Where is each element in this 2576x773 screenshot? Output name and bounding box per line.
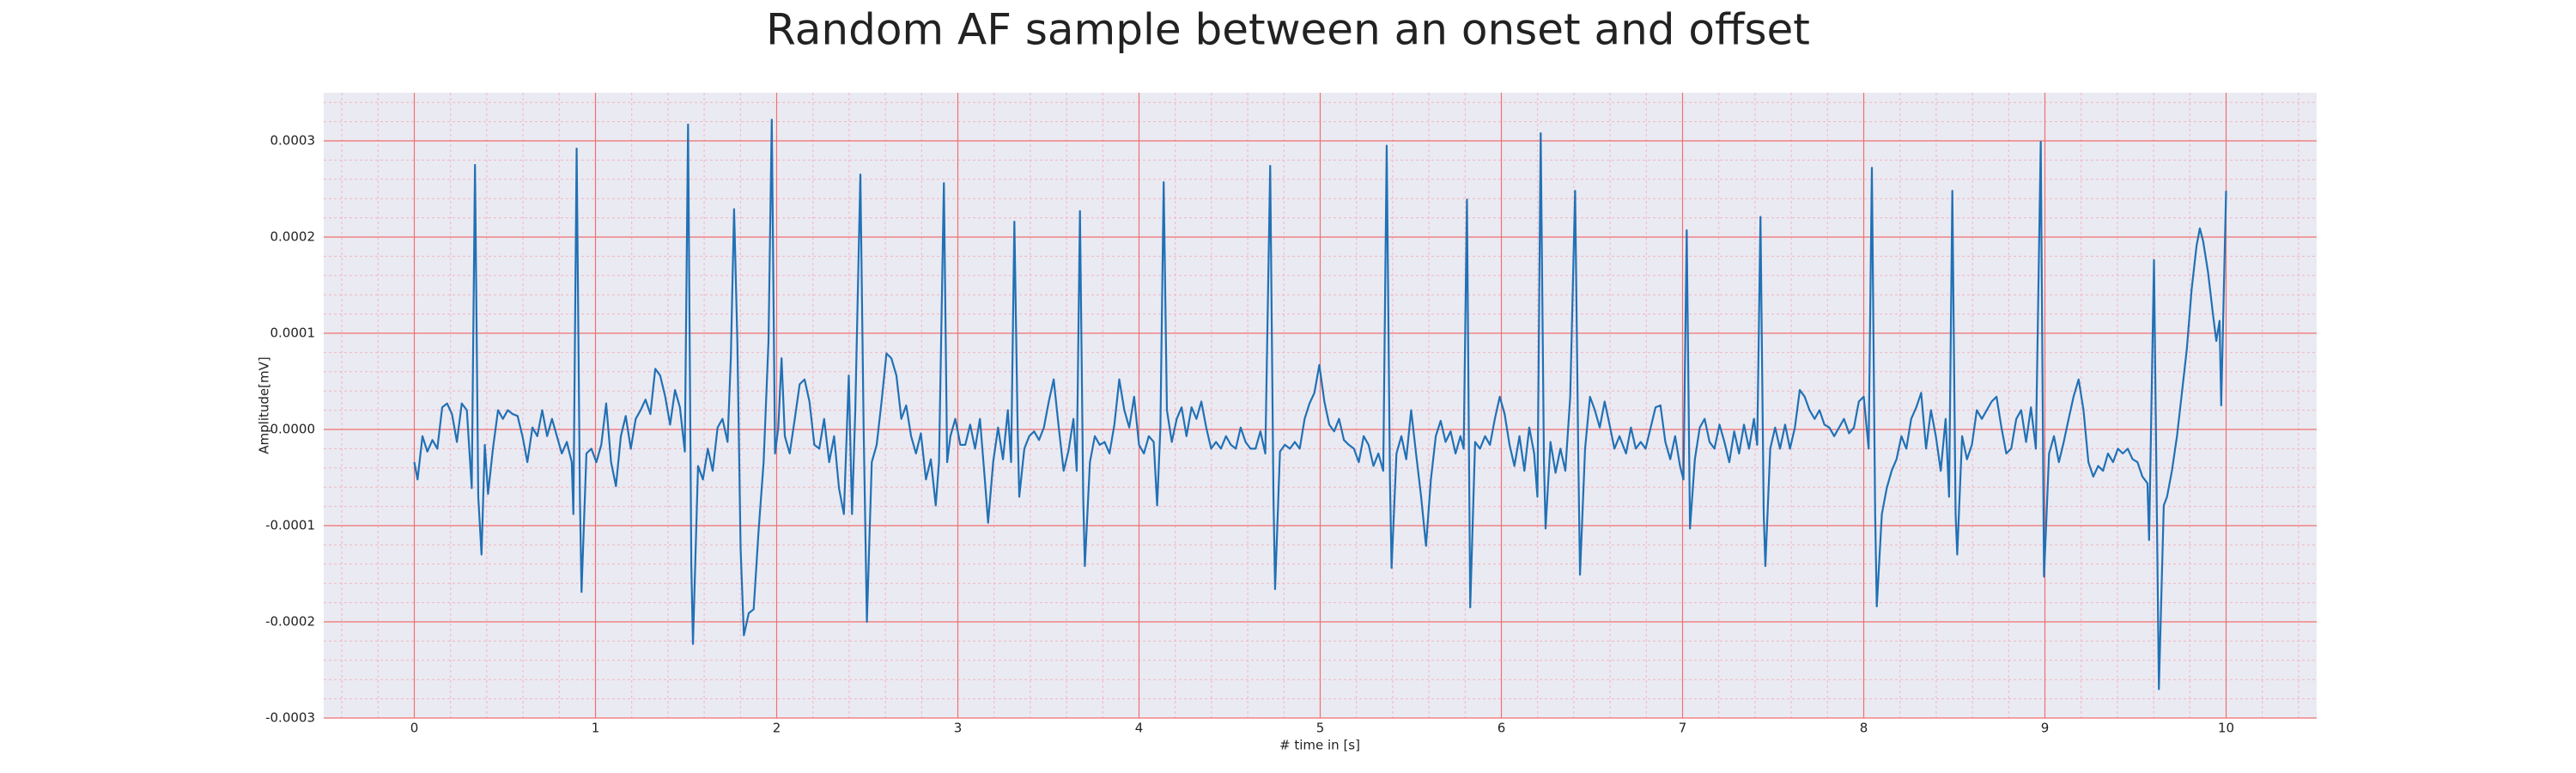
signal-line xyxy=(413,119,2227,691)
y-tick-label: 0.0000 xyxy=(270,422,316,437)
y-tick-label: 0.0002 xyxy=(270,229,316,245)
labels: 0 1 2 3 4 5 6 7 8 9 10 -0.0003 -0.0002 -0.0001 0.0000 0… xyxy=(265,133,2234,736)
x-tick-label: 8 xyxy=(1860,721,1868,736)
y-tick-label: 0.0001 xyxy=(270,326,316,341)
y-tick-label: 0.0003 xyxy=(270,133,316,149)
y-tick-label: -0.0003 xyxy=(265,710,315,726)
x-tick-label: 6 xyxy=(1498,721,1506,736)
y-tick-label: -0.0001 xyxy=(265,518,315,533)
x-tick-label: 0 xyxy=(410,721,419,736)
x-tick-label: 4 xyxy=(1135,721,1144,736)
x-tick-label: 9 xyxy=(2041,721,2050,736)
x-tick-label: 5 xyxy=(1316,721,1325,736)
data-layer xyxy=(413,119,2227,691)
chart-title: Random AF sample between an onset and of… xyxy=(766,5,1810,55)
x-tick-label: 1 xyxy=(592,721,600,736)
x-tick-label: 10 xyxy=(2218,721,2234,736)
y-tick-label: -0.0002 xyxy=(265,614,315,630)
x-tick-label: 2 xyxy=(773,721,781,736)
x-tick-label: 7 xyxy=(1679,721,1687,736)
x-axis-label: # time in [s] xyxy=(1279,738,1360,753)
y-axis-label: Amplitude[mV] xyxy=(257,356,272,453)
x-tick-label: 3 xyxy=(954,721,963,736)
